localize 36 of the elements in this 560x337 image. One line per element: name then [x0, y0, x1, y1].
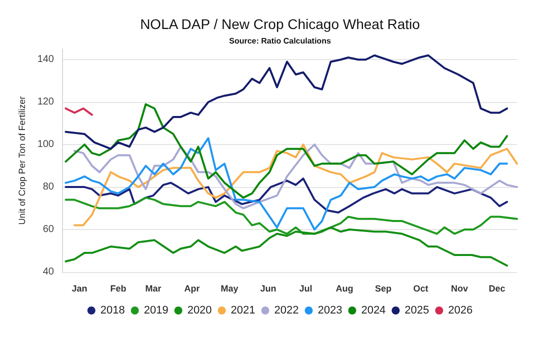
- x-tick-label: Jun: [260, 284, 276, 294]
- x-tick-label: May: [220, 284, 238, 294]
- y-tick-label: 140: [37, 54, 54, 66]
- chart-subtitle: Source: Ratio Calculations: [229, 36, 332, 46]
- x-tick-label: Nov: [450, 284, 468, 294]
- y-tick-label: 100: [37, 139, 54, 150]
- line-series: [64, 54, 508, 150]
- legend-label: 2018: [100, 304, 125, 316]
- chart-title: NOLA DAP / New Crop Chicago Wheat Ratio: [140, 16, 420, 32]
- legend-label: 2019: [144, 304, 168, 316]
- legend-label: 2021: [230, 304, 256, 316]
- x-tick-label: Mar: [145, 284, 162, 294]
- legend-label: 2022: [274, 304, 299, 316]
- x-tick-label: Jan: [72, 284, 88, 294]
- y-axis-title: Unit of Crop Per Ton of Fertilizer: [16, 96, 27, 225]
- legend-label: 2024: [361, 304, 386, 316]
- x-tick-label: Sep: [374, 284, 392, 294]
- line-series: [64, 178, 508, 214]
- y-tick-label: 60: [42, 224, 54, 236]
- x-tick-label: Oct: [413, 284, 428, 294]
- x-tick-label: Apr: [184, 284, 200, 294]
- x-tick-label: Feb: [110, 284, 127, 294]
- legend-label: 2026: [448, 304, 473, 316]
- line-series: [64, 103, 508, 199]
- x-tick-label: Jul: [299, 284, 312, 294]
- y-tick-label: 80: [42, 182, 54, 193]
- legend-label: 2025: [404, 304, 430, 316]
- y-tick-label: 120: [37, 96, 54, 108]
- line-series: [74, 144, 518, 210]
- legend-label: 2020: [187, 304, 212, 316]
- y-tick-label: 40: [42, 266, 54, 278]
- legend-label: 2023: [318, 304, 342, 316]
- line-series: [64, 137, 508, 231]
- x-tick-label: Aug: [336, 284, 354, 294]
- x-tick-label: Dec: [488, 284, 506, 294]
- line-series: [74, 144, 518, 226]
